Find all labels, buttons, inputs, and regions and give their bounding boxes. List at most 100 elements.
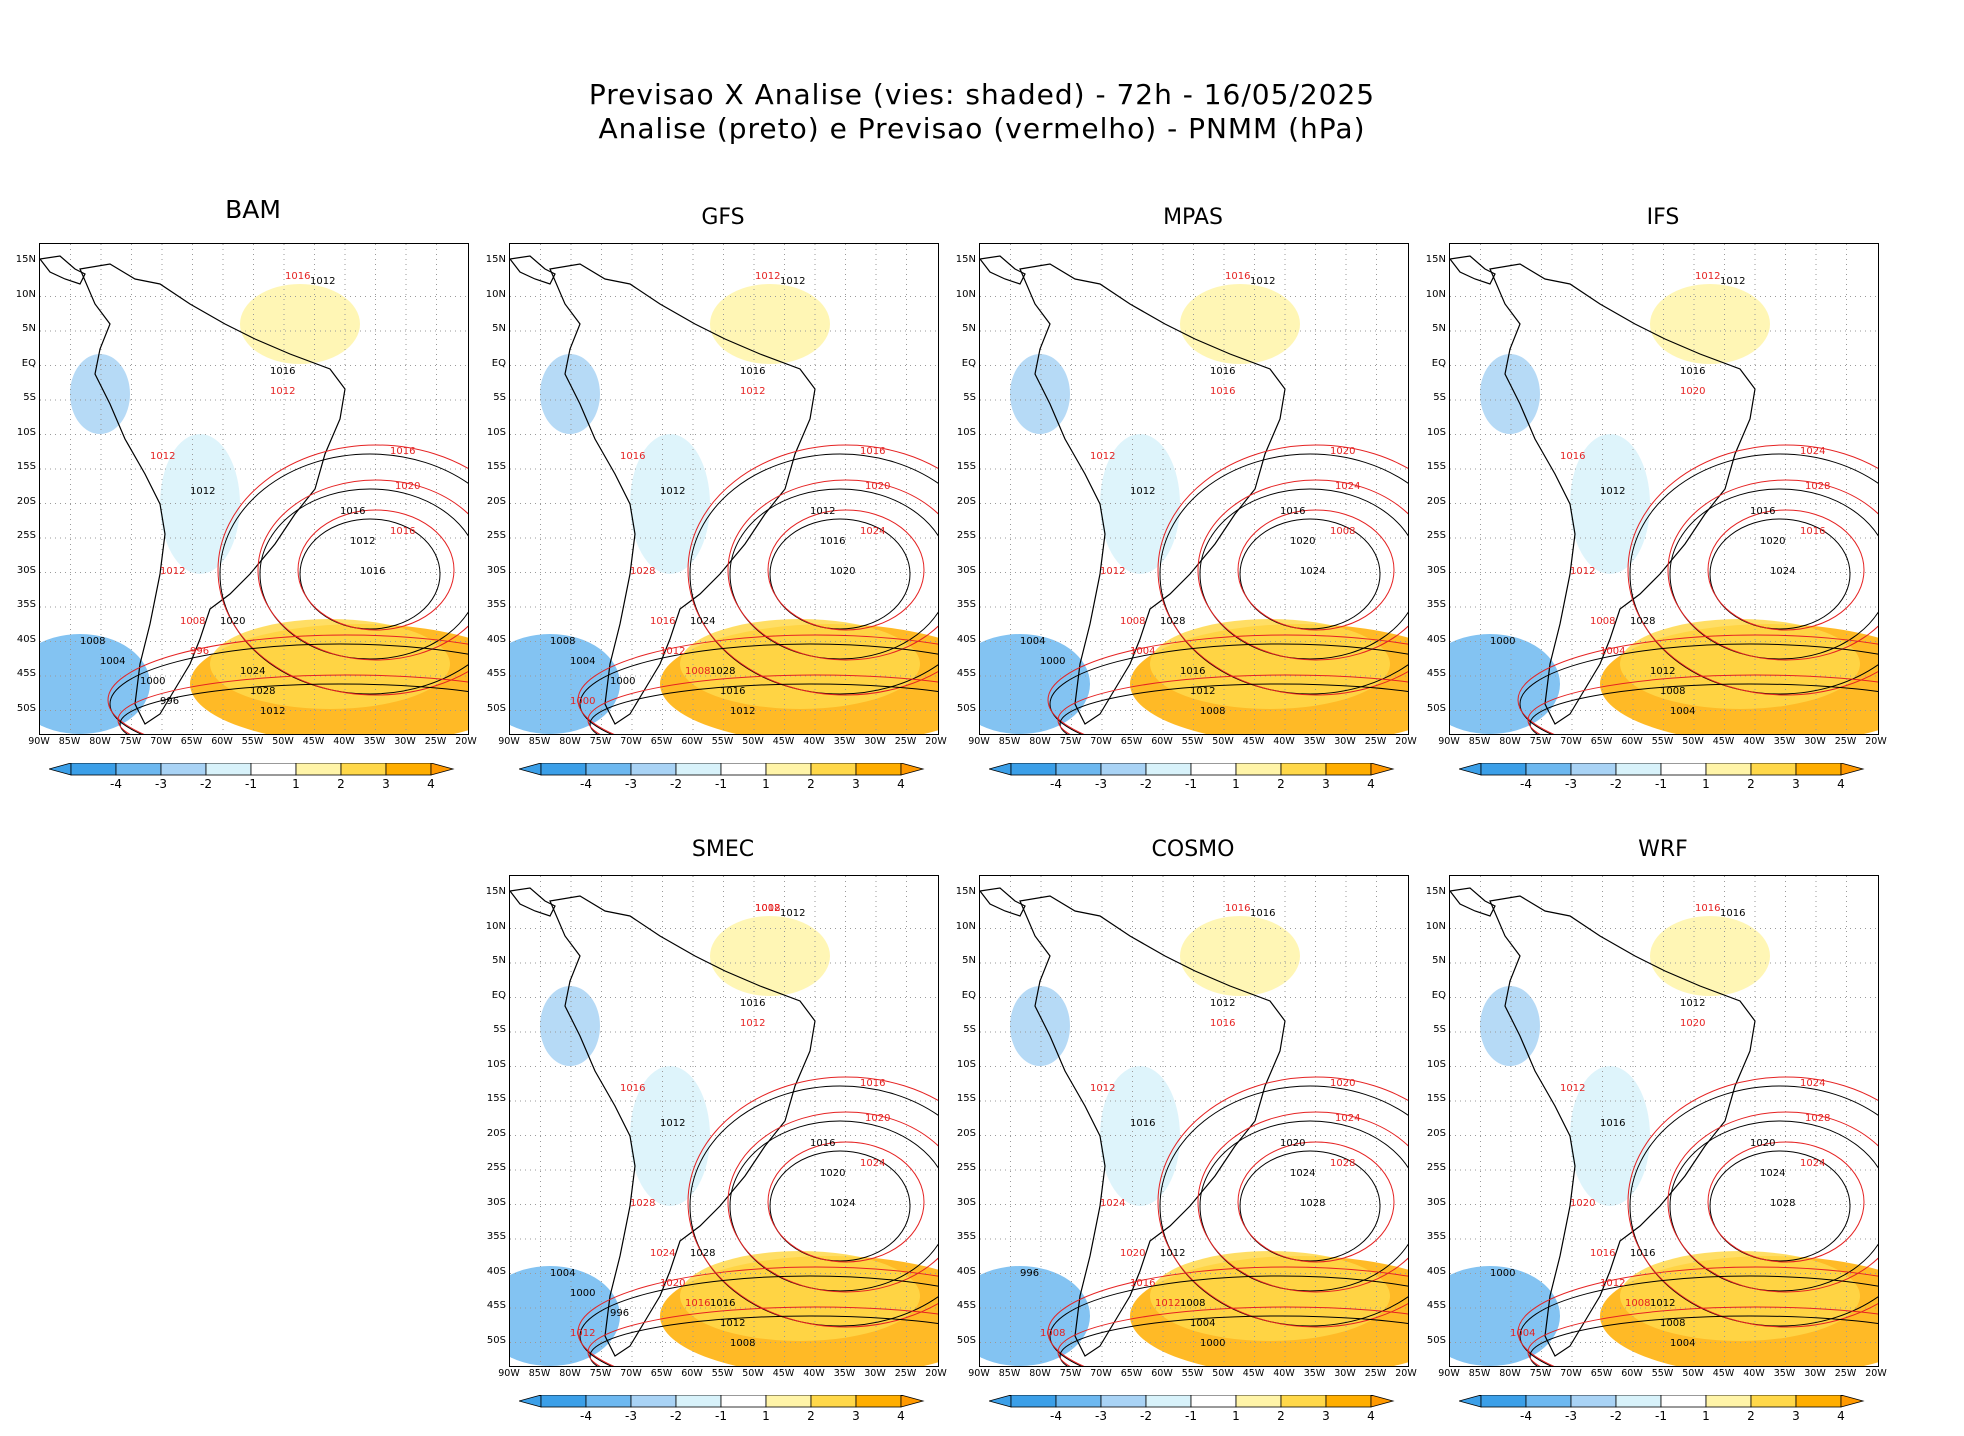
- analysis-isobar-label: 1012: [1650, 666, 1675, 677]
- latitude-tick-label: 15N: [485, 886, 506, 897]
- forecast-isobar-label: 1028: [1330, 1158, 1355, 1169]
- colorbar-segment: [1055, 1394, 1102, 1408]
- longitude-tick-label: 65W: [180, 736, 203, 747]
- forecast-isobar: [1517, 634, 1878, 734]
- longitude-tick-label: 90W: [968, 1368, 990, 1379]
- colorbar-label: 4: [1837, 1409, 1845, 1423]
- latitude-tick-label: 15N: [955, 886, 976, 897]
- colorbar-segment: [1525, 762, 1572, 776]
- analysis-isobar-label: 1020: [1290, 536, 1315, 547]
- analysis-isobar-label: 1016: [710, 1298, 735, 1309]
- latitude-tick-label: 5S: [1433, 392, 1446, 403]
- map-canvas: 1012101610121016102010241028101610121008…: [980, 244, 1408, 734]
- latitude-tick-label: 20S: [486, 495, 506, 507]
- forecast-isobar: [1527, 674, 1878, 734]
- longitude-tick-label: 35W: [1303, 1368, 1326, 1379]
- analysis-isobar-label: 1016: [1280, 506, 1305, 517]
- forecast-isobar-label: 1008: [685, 666, 710, 677]
- longitude-tick-label: 90W: [28, 736, 50, 747]
- forecast-isobar-label: 1012: [1570, 566, 1595, 577]
- colorbar-arrow-low: [517, 1394, 542, 1408]
- latitude-tick-label: 15N: [15, 254, 36, 265]
- positive-bias-shading: [1650, 284, 1770, 364]
- longitude-tick-label: 50W: [1212, 736, 1234, 747]
- longitude-tick-label: 40W: [1273, 1368, 1295, 1379]
- analysis-isobar-label: 1020: [1280, 1138, 1305, 1149]
- forecast-isobar-label: 1024: [1800, 1078, 1825, 1089]
- longitude-tick-label: 85W: [528, 736, 551, 747]
- forecast-isobar: [1057, 1306, 1408, 1366]
- longitude-tick-label: 80W: [1499, 736, 1521, 747]
- latitude-tick-label: 5N: [962, 323, 976, 334]
- coastline-south-america: [549, 263, 816, 725]
- forecast-isobar-label: 1028: [1805, 1113, 1830, 1124]
- colorbar-label: -2: [670, 1409, 682, 1423]
- colorbar-label: 4: [427, 777, 435, 791]
- latitude-tick-label: 10N: [955, 288, 976, 300]
- colorbar-label: -4: [110, 777, 122, 791]
- analysis-isobar-label: 996: [160, 696, 179, 707]
- map-frame: 1012 1016 1012 1016 1012 1016 1020 1024 1028 1012…: [39, 243, 469, 735]
- latitude-tick-label: EQ: [961, 989, 976, 1001]
- forecast-isobar-label: 1000: [570, 696, 595, 707]
- panel-title: GFS: [701, 205, 745, 230]
- negative-bias-shading: [980, 634, 1090, 734]
- colorbar-segment: [115, 762, 162, 776]
- longitude-tick-label: 35W: [1773, 736, 1796, 747]
- colorbar-label: -4: [1050, 1409, 1062, 1423]
- forecast-isobar-label: 1012: [1090, 451, 1115, 462]
- forecast-isobar-label: 1016: [285, 271, 310, 282]
- colorbar-segment: [1480, 762, 1527, 776]
- colorbar-label: -1: [1655, 777, 1667, 791]
- analysis-isobar-label: 1000: [140, 676, 165, 687]
- latitude-tick-label: 45S: [956, 668, 976, 679]
- analysis-isobar: [1529, 683, 1878, 734]
- latitude-tick-label: 35S: [956, 1231, 976, 1242]
- forecast-isobar-label: 1024: [860, 1158, 885, 1169]
- latitude-tick-label: 20S: [956, 495, 976, 507]
- forecast-isobar-label: 1020: [865, 1113, 890, 1124]
- longitude-tick-label: 85W: [528, 1368, 551, 1379]
- analysis-isobar: [729, 1120, 938, 1292]
- longitude-tick-label: 65W: [1120, 1368, 1143, 1379]
- colorbar-arrow-high: [1370, 1394, 1395, 1408]
- longitude-tick-label: 30W: [864, 736, 886, 747]
- longitude-tick-label: 35W: [1773, 1368, 1796, 1379]
- colorbar-label: 2: [1277, 1409, 1285, 1423]
- forecast-isobar-label: 1016: [1210, 1018, 1235, 1029]
- longitude-tick-label: 45W: [772, 1368, 795, 1379]
- map-frame: 1012 1016 1012 1016 1020 1024 1028 1012 1008 1004…: [1449, 243, 1879, 735]
- longitude-tick-label: 80W: [559, 1368, 581, 1379]
- latitude-tick-label: 50S: [956, 702, 976, 714]
- forecast-isobar: [727, 479, 938, 661]
- analysis-isobar: [589, 683, 938, 734]
- latitude-tick-label: 40S: [956, 1265, 976, 1277]
- longitude-tick-label: 85W: [1468, 1368, 1491, 1379]
- colorbar-label: 2: [1277, 777, 1285, 791]
- analysis-isobar: [579, 1275, 938, 1366]
- colorbar-label: -2: [200, 777, 212, 791]
- colorbar-segment: [70, 762, 117, 776]
- longitude-tick-label: 60W: [1621, 736, 1643, 747]
- latitude-tick-label: 15N: [955, 254, 976, 265]
- coastline-south-america: [1489, 895, 1756, 1357]
- colorbar-label: 3: [852, 777, 860, 791]
- latitude-tick-label: 50S: [486, 702, 506, 714]
- colorbar-label: -4: [580, 777, 592, 791]
- latitude-tick-label: 10N: [485, 920, 506, 932]
- colorbar-label: -4: [580, 1409, 592, 1423]
- forecast-isobar-label: 1024: [650, 1248, 675, 1259]
- negative-bias-shading: [540, 354, 600, 434]
- colorbar-segment: [1010, 762, 1057, 776]
- latitude-tick-label: 15N: [485, 254, 506, 265]
- forecast-isobar-label: 1012: [1090, 1083, 1115, 1094]
- colorbar-label: 1: [762, 777, 770, 791]
- colorbar-segment: [250, 762, 297, 776]
- latitude-tick-label: 25S: [1426, 530, 1446, 541]
- colorbar-label: 1: [762, 1409, 770, 1423]
- analysis-isobar-label: 1016: [720, 686, 745, 697]
- longitude-tick-label: 70W: [620, 736, 642, 747]
- colorbar-label: -3: [625, 777, 637, 791]
- analysis-isobar-label: 1024: [1300, 566, 1325, 577]
- map-canvas: 1016101210161020102410281016101210081004…: [1450, 876, 1878, 1366]
